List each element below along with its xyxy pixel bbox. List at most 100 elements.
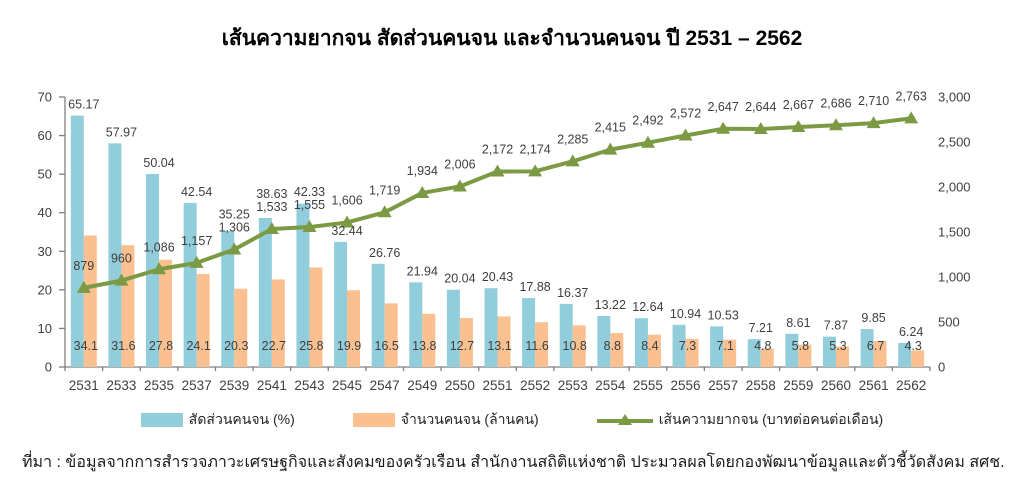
- svg-text:1,533: 1,533: [256, 200, 287, 214]
- legend-label-poverty-line: เส้นความยากจน (บาทต่อคนต่อเดือน): [658, 411, 884, 427]
- svg-text:1,306: 1,306: [219, 220, 250, 234]
- svg-text:2537: 2537: [182, 378, 212, 393]
- svg-text:8.8: 8.8: [604, 339, 621, 353]
- svg-text:20.43: 20.43: [482, 270, 513, 284]
- line-series-poverty-line: [76, 111, 919, 293]
- legend-swatch-orange-bar: [352, 413, 395, 427]
- svg-text:2,763: 2,763: [896, 89, 927, 103]
- svg-text:1,500: 1,500: [938, 225, 971, 240]
- svg-text:2531: 2531: [69, 378, 99, 393]
- svg-text:2556: 2556: [671, 378, 701, 393]
- svg-text:7.21: 7.21: [749, 321, 773, 335]
- svg-text:2,644: 2,644: [745, 100, 776, 114]
- svg-text:13.8: 13.8: [412, 339, 436, 353]
- svg-text:2543: 2543: [294, 378, 324, 393]
- svg-text:2551: 2551: [482, 378, 512, 393]
- svg-text:2,000: 2,000: [938, 180, 971, 195]
- svg-text:7.87: 7.87: [824, 319, 848, 333]
- svg-text:60: 60: [38, 128, 52, 143]
- svg-text:10.94: 10.94: [670, 307, 701, 321]
- svg-text:13.1: 13.1: [487, 339, 511, 353]
- svg-text:20.3: 20.3: [224, 339, 248, 353]
- svg-text:2550: 2550: [445, 378, 475, 393]
- legend-label-poor-share: สัดส่วนคนจน (%): [188, 411, 295, 427]
- svg-text:2,006: 2,006: [444, 157, 475, 171]
- legend-swatch-line-marker: [596, 414, 653, 425]
- svg-text:2560: 2560: [821, 378, 851, 393]
- svg-text:16.37: 16.37: [557, 286, 588, 300]
- svg-text:50: 50: [38, 167, 52, 182]
- svg-text:1,000: 1,000: [938, 270, 971, 285]
- svg-text:4.8: 4.8: [754, 339, 771, 353]
- combo-chart-canvas: 0 10 20 30 40 50 60 70 0 500 1,000 1,500 2,000 2,500 3…: [38, 89, 971, 393]
- svg-text:10.53: 10.53: [708, 308, 739, 322]
- svg-text:2,647: 2,647: [708, 100, 739, 114]
- svg-text:2549: 2549: [407, 378, 437, 393]
- svg-text:3,000: 3,000: [938, 90, 971, 105]
- bar-series-poor-count: [83, 235, 925, 367]
- svg-text:2555: 2555: [633, 378, 663, 393]
- svg-text:2535: 2535: [144, 378, 174, 393]
- svg-text:2,492: 2,492: [632, 114, 663, 128]
- svg-text:2561: 2561: [859, 378, 889, 393]
- svg-text:50.04: 50.04: [143, 156, 174, 170]
- svg-text:42.54: 42.54: [181, 185, 212, 199]
- legend-label-poor-count: จำนวนคนจน (ล้านคน): [400, 411, 539, 427]
- svg-text:2559: 2559: [783, 378, 813, 393]
- svg-text:500: 500: [938, 315, 960, 330]
- svg-text:2,710: 2,710: [858, 94, 889, 108]
- svg-text:2557: 2557: [708, 378, 738, 393]
- svg-text:12.7: 12.7: [450, 339, 474, 353]
- svg-text:6.24: 6.24: [899, 325, 923, 339]
- svg-text:25.8: 25.8: [299, 339, 323, 353]
- x-axis-labels: 2531 2533 2535 2537 2539 2541 2543 2545 2547 2549…: [69, 378, 926, 393]
- chart-legend: สัดส่วนคนจน (%) จำนวนคนจน (ล้านคน) เส้นค…: [0, 409, 1024, 431]
- svg-text:2,667: 2,667: [783, 98, 814, 112]
- svg-text:30: 30: [38, 244, 52, 259]
- svg-text:5.8: 5.8: [792, 339, 809, 353]
- legend-item-poor-share: สัดส่วนคนจน (%): [140, 409, 295, 431]
- svg-text:960: 960: [111, 252, 132, 266]
- svg-text:2,285: 2,285: [557, 132, 588, 146]
- svg-text:38.63: 38.63: [256, 187, 287, 201]
- svg-text:70: 70: [38, 90, 52, 105]
- svg-text:2,172: 2,172: [482, 143, 513, 157]
- source-note: ที่มา : ข้อมูลจากการสำรวจภาวะเศรษฐกิจและ…: [22, 454, 1005, 471]
- svg-text:1,606: 1,606: [331, 193, 362, 207]
- svg-text:4.3: 4.3: [905, 339, 922, 353]
- svg-text:34.1: 34.1: [74, 339, 98, 353]
- svg-text:24.1: 24.1: [186, 339, 210, 353]
- svg-text:40: 40: [38, 205, 52, 220]
- svg-text:57.97: 57.97: [106, 125, 137, 139]
- svg-text:1,719: 1,719: [369, 183, 400, 197]
- svg-text:2,686: 2,686: [820, 96, 851, 110]
- svg-text:8.61: 8.61: [786, 316, 810, 330]
- svg-text:26.76: 26.76: [369, 246, 400, 260]
- svg-text:0: 0: [45, 360, 52, 375]
- svg-text:16.5: 16.5: [375, 339, 399, 353]
- svg-text:7.1: 7.1: [716, 339, 733, 353]
- svg-text:31.6: 31.6: [111, 339, 135, 353]
- svg-text:2558: 2558: [746, 378, 776, 393]
- svg-text:65.17: 65.17: [68, 98, 99, 112]
- svg-text:0: 0: [938, 360, 945, 375]
- svg-text:20.04: 20.04: [444, 272, 475, 286]
- svg-text:2539: 2539: [219, 378, 249, 393]
- svg-text:2554: 2554: [595, 378, 626, 393]
- svg-text:7.3: 7.3: [679, 339, 696, 353]
- svg-text:1,157: 1,157: [181, 234, 212, 248]
- svg-text:27.8: 27.8: [149, 339, 173, 353]
- svg-text:1,934: 1,934: [407, 164, 438, 178]
- svg-text:2553: 2553: [558, 378, 588, 393]
- svg-text:17.88: 17.88: [519, 280, 550, 294]
- svg-text:2,415: 2,415: [595, 121, 626, 135]
- svg-text:2562: 2562: [896, 378, 926, 393]
- svg-text:2547: 2547: [370, 378, 400, 393]
- legend-item-poverty-line: เส้นความยากจน (บาทต่อคนต่อเดือน): [596, 409, 884, 431]
- svg-text:2545: 2545: [332, 378, 362, 393]
- svg-text:1,555: 1,555: [294, 198, 325, 212]
- svg-text:20: 20: [38, 282, 52, 297]
- svg-text:35.25: 35.25: [219, 207, 250, 221]
- svg-text:2,500: 2,500: [938, 135, 971, 150]
- legend-swatch-blue-bar: [140, 413, 183, 427]
